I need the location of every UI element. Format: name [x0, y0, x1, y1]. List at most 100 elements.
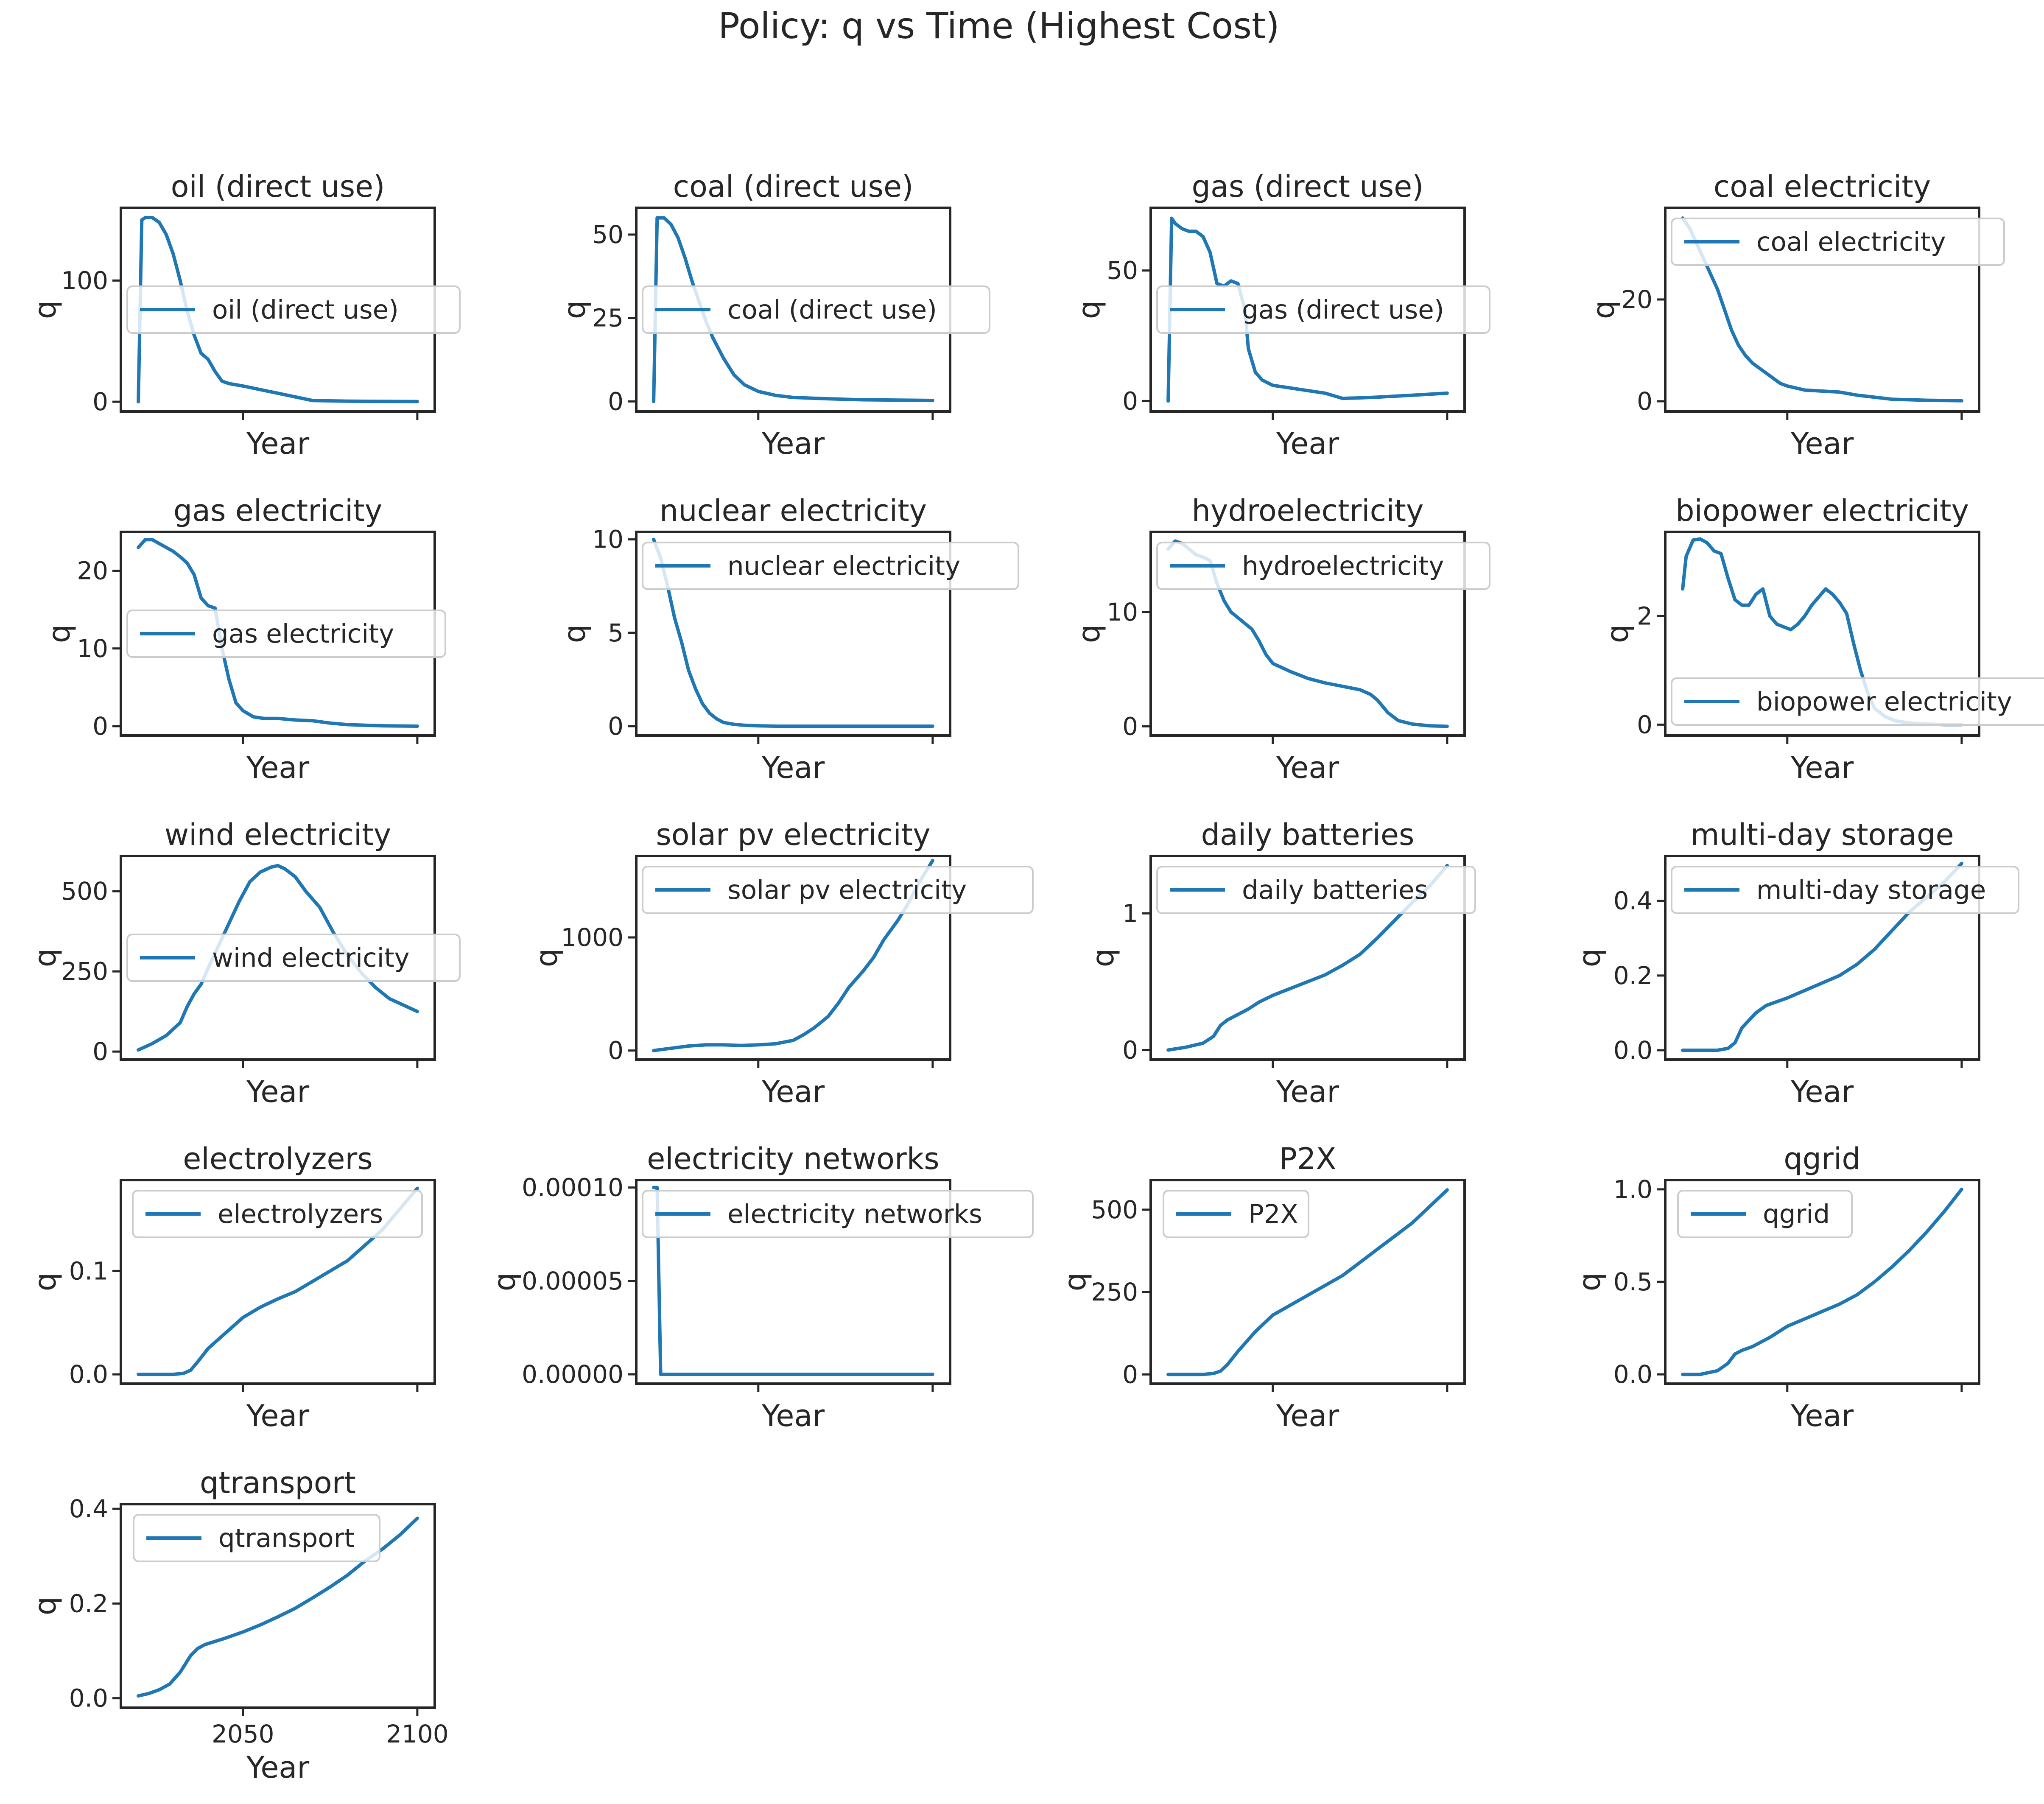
- series-line: [652, 1186, 934, 1376]
- plot-frame: [635, 1179, 951, 1385]
- subplot-9: solar pv electricity 0 1000 Year q solar pv e…: [529, 817, 1034, 1109]
- subplot-title: wind electricity: [165, 817, 391, 852]
- x-axis-label: Year: [1276, 750, 1339, 785]
- y-tick-label: 25: [592, 304, 624, 333]
- y-tick-label: 2: [1637, 601, 1653, 630]
- plot-frame: [1149, 855, 1466, 1061]
- x-axis-label: Year: [761, 1398, 825, 1433]
- subplot-title: electricity networks: [647, 1141, 940, 1176]
- legend-label: electrolyzers: [218, 1199, 383, 1229]
- series-line: [137, 215, 419, 404]
- series-line: [1166, 1188, 1449, 1376]
- legend: multi-day storage: [1671, 866, 2019, 914]
- series-line: [137, 1186, 419, 1376]
- y-tick-label: 50: [592, 220, 624, 249]
- x-axis-label: Year: [246, 1074, 309, 1109]
- subplot-10: daily batteries 0 1 Year q daily batteries: [1086, 817, 1476, 1109]
- legend: electricity networks: [642, 1190, 1034, 1238]
- legend-box: [133, 1514, 380, 1562]
- legend-box: [1671, 866, 2019, 914]
- y-tick-label: 0: [1122, 386, 1138, 415]
- y-tick-label: 10: [592, 525, 624, 554]
- legend-label: nuclear electricity: [727, 551, 960, 581]
- y-tick-label: 0.1: [69, 1256, 108, 1285]
- legend-box: [642, 285, 990, 334]
- y-axis-label: q: [1572, 1273, 1607, 1291]
- legend: qtransport: [133, 1514, 380, 1562]
- legend: coal (direct use): [642, 285, 990, 334]
- y-axis-label: q: [487, 1273, 522, 1291]
- y-axis-label: q: [1586, 300, 1621, 319]
- legend: qgrid: [1677, 1190, 1853, 1238]
- legend-label: gas electricity: [212, 619, 394, 649]
- y-tick-label: 0: [92, 712, 108, 741]
- subplot-title: coal electricity: [1714, 169, 1931, 204]
- plot-frame: [1664, 207, 1980, 413]
- y-tick-label: 0.00005: [522, 1267, 624, 1295]
- subplot-title: coal (direct use): [673, 169, 914, 204]
- subplot-3: coal electricity 0 20 Year q coal electricity: [1586, 169, 2005, 461]
- y-tick-label: 0.0: [69, 1684, 108, 1713]
- x-axis-label: Year: [246, 1398, 309, 1433]
- x-axis-label: Year: [1790, 1398, 1854, 1433]
- subplot-title: multi-day storage: [1690, 817, 1954, 852]
- legend: oil (direct use): [126, 285, 461, 334]
- x-axis-label: Year: [1276, 426, 1339, 461]
- subplot-title: daily batteries: [1201, 817, 1415, 852]
- subplot-16: qtransport 0.0 0.2 0.4 2050 2100 Year q qtranspo…: [28, 1466, 449, 1785]
- y-tick-label: 50: [1107, 256, 1138, 285]
- y-axis-label: q: [28, 1273, 63, 1291]
- y-tick-label: 0.0: [1613, 1036, 1653, 1065]
- x-axis-label: Year: [246, 426, 309, 461]
- y-tick-label: 0: [1122, 712, 1138, 741]
- y-axis-label: q: [557, 300, 592, 319]
- y-tick-label: 0: [608, 387, 624, 416]
- figure-title: Policy: q vs Time (Highest Cost): [718, 5, 1279, 47]
- x-axis-label: Year: [761, 426, 825, 461]
- legend-label: oil (direct use): [212, 295, 399, 325]
- y-axis-label: q: [1600, 624, 1635, 643]
- subplot-title: qgrid: [1784, 1141, 1861, 1176]
- y-tick-label: 20: [1621, 285, 1653, 314]
- y-tick-label: 20: [77, 557, 108, 585]
- y-tick-label: 1000: [561, 923, 624, 952]
- subplot-7: biopower electricity 0 2 Year q biopower elec…: [1600, 493, 2044, 785]
- series-line: [137, 1516, 419, 1698]
- plot-frame: [635, 855, 951, 1061]
- legend: wind electricity: [126, 934, 461, 982]
- subplot-title: gas (direct use): [1192, 169, 1424, 204]
- y-tick-label: 0: [1122, 1360, 1138, 1389]
- x-axis-label: Year: [1790, 750, 1854, 785]
- y-axis-label: q: [529, 948, 564, 967]
- y-tick-label: 0.4: [69, 1494, 108, 1523]
- x-tick-label: 2050: [212, 1720, 274, 1748]
- y-tick-label: 0.00000: [522, 1360, 624, 1389]
- y-axis-label: q: [28, 1597, 63, 1615]
- legend-box: [126, 610, 446, 658]
- legend-label: gas (direct use): [1242, 295, 1444, 325]
- y-tick-label: 0: [608, 712, 624, 741]
- series-line: [1166, 864, 1449, 1052]
- x-axis-label: Year: [761, 1074, 825, 1109]
- y-axis-label: q: [28, 300, 63, 319]
- legend-label: coal electricity: [1756, 227, 1946, 257]
- y-tick-label: 250: [1091, 1278, 1138, 1306]
- y-axis-label: q: [1072, 300, 1107, 319]
- y-tick-label: 0: [1122, 1035, 1138, 1064]
- plot-frame: [1149, 531, 1466, 737]
- subplot-title: gas electricity: [173, 493, 383, 528]
- legend-box: [1163, 1190, 1309, 1238]
- y-tick-label: 0.4: [1613, 887, 1653, 915]
- subplot-5: nuclear electricity 0 5 10 Year q nuclear elec…: [557, 493, 1019, 785]
- legend: P2X: [1163, 1190, 1309, 1238]
- legend-label: daily batteries: [1242, 875, 1428, 905]
- legend: solar pv electricity: [642, 866, 1034, 914]
- subplot-title: hydroelectricity: [1192, 493, 1424, 528]
- legend-label: qgrid: [1763, 1199, 1830, 1229]
- legend-label: solar pv electricity: [727, 875, 967, 905]
- x-axis-label: Year: [1790, 426, 1854, 461]
- y-axis-label: q: [1572, 948, 1607, 967]
- series-line: [652, 859, 934, 1052]
- series-line: [1681, 861, 1963, 1052]
